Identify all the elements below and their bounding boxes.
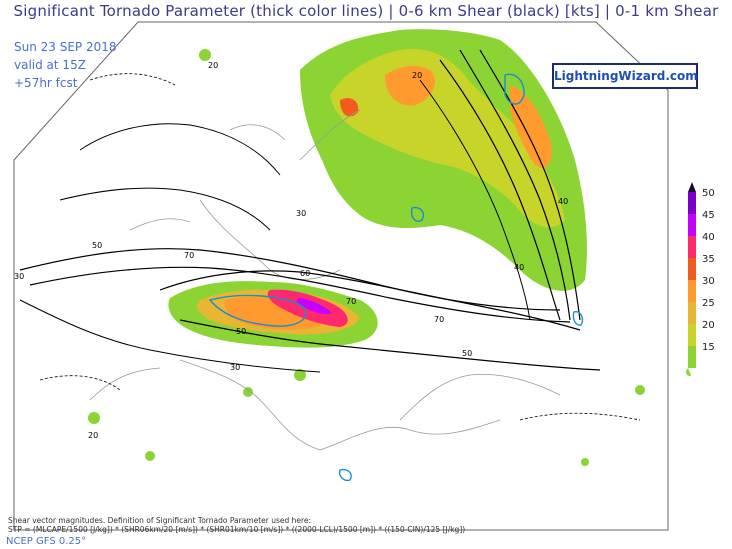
shear-contours — [19, 49, 641, 421]
legend-swatch — [688, 324, 696, 346]
legend-swatch — [688, 346, 696, 368]
legend-swatch — [688, 280, 696, 302]
legend-label: 20 — [702, 320, 715, 331]
stp-area-scand-red — [340, 98, 359, 117]
data-source: NCEP GFS 0.25° — [6, 536, 87, 547]
stp-cell-4 — [294, 369, 306, 381]
legend-label: 35 — [702, 254, 715, 265]
contour-label-11: 40 — [514, 263, 524, 272]
legend-label: 30 — [702, 276, 715, 287]
contour-label-3: 70 — [184, 251, 194, 260]
legend-swatch — [688, 236, 696, 258]
footnote: Shear vector magnitudes. Definition of S… — [8, 516, 465, 534]
legend-swatch — [688, 214, 696, 236]
run-date: Sun 23 SEP 2018 — [14, 40, 117, 54]
forecast-hour: +57hr fcst — [14, 76, 78, 90]
stp-cell-2 — [145, 451, 155, 461]
footnote-line-2: STP = (MLCAPE/1500 [J/kg]) * (SHR06km/20… — [8, 525, 466, 534]
map-title: Significant Tornado Parameter (thick col… — [13, 2, 719, 20]
contour-label-7: 50 — [462, 349, 472, 358]
contour-label-13: 30 — [230, 363, 240, 372]
contour-value-labels: 30 50 70 30 70 70 50 60 50 40 40 20 30 2… — [14, 61, 568, 440]
stp-areas — [88, 29, 694, 466]
contour-label-4: 30 — [296, 209, 306, 218]
contour-label-1: 30 — [14, 272, 24, 281]
coastlines — [89, 109, 561, 451]
legend-arrow-top — [688, 182, 696, 192]
legend-swatch — [688, 302, 696, 324]
stp-area-central-purple — [296, 298, 332, 315]
contour-label-15: 20 — [208, 61, 218, 70]
legend-label: 40 — [702, 232, 715, 243]
contour-label-5: 70 — [346, 297, 356, 306]
stp-area-north-orange — [385, 65, 435, 106]
contour-label-2: 50 — [92, 241, 102, 250]
contour-label-6: 70 — [434, 315, 444, 324]
stp-cell-5 — [635, 385, 645, 395]
stp-cell-3 — [243, 387, 253, 397]
legend-label: 50 — [702, 188, 715, 199]
legend-swatch — [688, 192, 696, 214]
stp-cell-7 — [581, 458, 589, 466]
stp-cell-1 — [88, 412, 100, 424]
contour-label-10: 40 — [558, 197, 568, 206]
stp-cell-8 — [199, 49, 211, 61]
contour-label-12: 20 — [88, 431, 98, 440]
legend-label: 45 — [702, 210, 715, 221]
stp-area-north-yellow — [330, 48, 565, 228]
low-level-shear — [208, 73, 584, 482]
footnote-line-1: Shear vector magnitudes. Definition of S… — [8, 516, 312, 525]
legend-label: 25 — [702, 298, 715, 309]
legend-swatch — [688, 258, 696, 280]
contour-label-8: 60 — [300, 269, 310, 278]
legend-label: 15 — [702, 342, 715, 353]
valid-time: valid at 15Z — [14, 58, 86, 72]
contour-label-14: 20 — [412, 71, 422, 80]
stp-area-ne-orange — [510, 85, 552, 169]
legend-arrow-bottom — [688, 368, 696, 378]
contour-label-9: 50 — [236, 327, 246, 336]
brand-logo[interactable]: LightningWizard.com — [552, 63, 698, 89]
